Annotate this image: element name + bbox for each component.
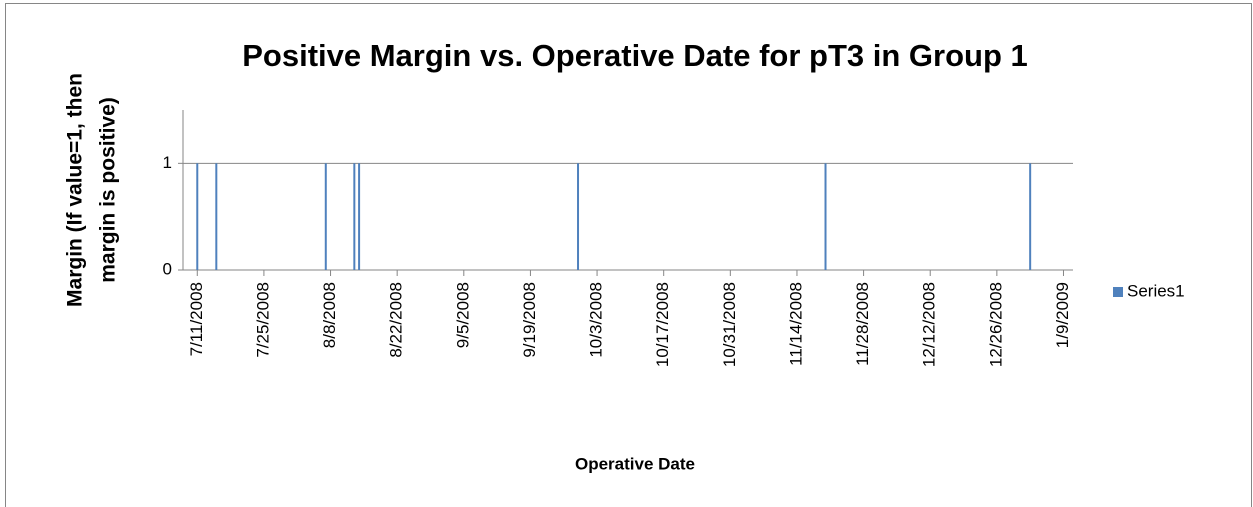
x-tick-label: 9/19/2008 <box>520 282 539 358</box>
x-tick-label: 7/11/2008 <box>187 282 206 356</box>
bar <box>196 163 199 270</box>
bar <box>1029 163 1032 270</box>
x-tick-label: 12/12/2008 <box>920 282 939 367</box>
chart-frame <box>5 3 1252 507</box>
legend-label: Series1 <box>1127 281 1185 300</box>
bar <box>324 163 327 270</box>
x-tick-label: 10/17/2008 <box>653 282 672 367</box>
x-tick-label: 10/3/2008 <box>587 282 606 358</box>
x-tick-label: 11/14/2008 <box>786 282 805 366</box>
x-tick-label: 7/25/2008 <box>253 282 272 358</box>
x-tick-label: 10/31/2008 <box>720 282 739 367</box>
x-tick-label: 8/22/2008 <box>387 282 406 358</box>
bar <box>824 163 827 270</box>
bar <box>577 163 580 270</box>
bar <box>353 163 356 270</box>
x-tick-label: 11/28/2008 <box>853 282 872 366</box>
x-tick-label: 8/8/2008 <box>320 282 339 348</box>
chart-title: Positive Margin vs. Operative Date for p… <box>242 38 1028 73</box>
bar <box>358 163 361 270</box>
bar <box>215 163 218 270</box>
y-axis-label: Margin (If value=1, then <box>64 73 87 307</box>
x-tick-label: 12/26/2008 <box>986 282 1005 367</box>
legend-swatch <box>1113 287 1123 297</box>
x-axis-label: Operative Date <box>575 454 695 473</box>
x-tick-label: 1/9/2009 <box>1053 282 1072 348</box>
y-axis-label: margin is positive) <box>97 97 120 283</box>
y-tick-label: 1 <box>163 153 172 172</box>
x-tick-label: 9/5/2008 <box>453 282 472 348</box>
y-tick-label: 0 <box>163 259 172 278</box>
